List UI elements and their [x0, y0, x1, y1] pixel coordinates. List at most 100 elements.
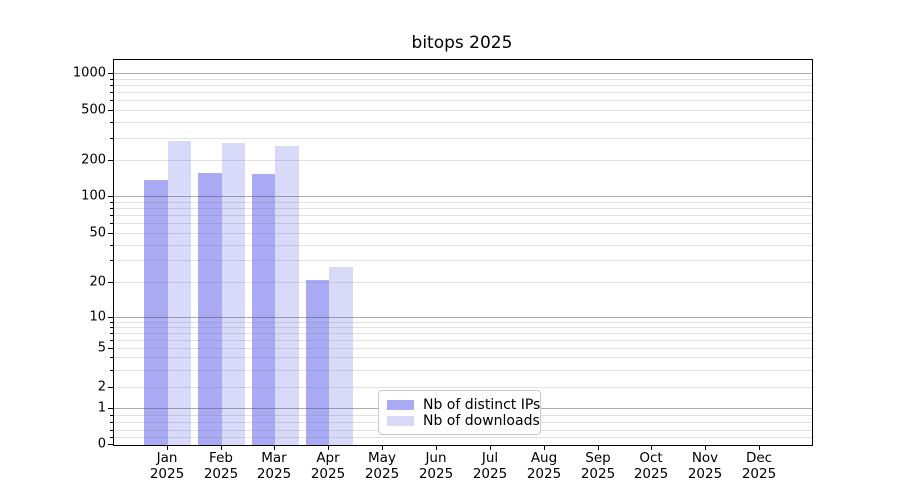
bar-distinct-ips-jan — [144, 180, 168, 445]
x-tick-label-may: May 2025 — [364, 450, 400, 482]
y-minor-tick-mark — [110, 327, 113, 328]
y-tick-label-0: 0 — [97, 436, 106, 452]
gridline-200 — [114, 160, 812, 161]
y-minor-tick-mark — [110, 282, 113, 283]
x-tick-mark-feb — [221, 445, 222, 450]
gridline-7 — [114, 333, 812, 334]
y-minor-tick-mark — [110, 223, 113, 224]
gridline-40 — [114, 245, 812, 246]
x-tick-mark-apr — [328, 445, 329, 450]
y-minor-tick-mark — [110, 348, 113, 349]
y-tick-mark — [108, 317, 113, 318]
y-minor-tick-mark — [110, 215, 113, 216]
y-minor-tick-mark — [110, 387, 113, 388]
y-minor-tick-mark — [110, 370, 113, 371]
gridline-5 — [114, 348, 812, 349]
y-minor-tick-mark — [110, 422, 113, 423]
y-tick-label-1000: 1000 — [72, 65, 106, 81]
y-minor-tick-mark — [110, 260, 113, 261]
y-minor-tick-mark — [110, 233, 113, 234]
plot-area — [113, 59, 813, 446]
bar-distinct-ips-feb — [198, 173, 222, 445]
gridline-100 — [114, 196, 812, 197]
gridline-0.2 — [114, 437, 812, 438]
y-minor-tick-mark — [110, 333, 113, 334]
gridline-600 — [114, 100, 812, 101]
y-minor-tick-mark — [110, 245, 113, 246]
y-minor-tick-mark — [110, 92, 113, 93]
x-tick-label-dec: Dec 2025 — [741, 450, 777, 482]
x-tick-label-jun: Jun 2025 — [418, 450, 454, 482]
gridline-800 — [114, 85, 812, 86]
chart-title: bitops 2025 — [411, 33, 513, 53]
legend-label: Nb of downloads — [423, 412, 540, 429]
y-tick-label-5: 5 — [97, 340, 106, 356]
y-minor-tick-mark — [110, 79, 113, 80]
x-tick-mark-sep — [598, 445, 599, 450]
y-tick-label-2: 2 — [97, 379, 106, 395]
legend: Nb of distinct IPs Nb of downloads — [378, 390, 541, 435]
x-tick-label-oct: Oct 2025 — [633, 450, 669, 482]
x-tick-label-nov: Nov 2025 — [687, 450, 723, 482]
x-tick-mark-may — [382, 445, 383, 450]
gridline-6 — [114, 340, 812, 341]
y-tick-label-100: 100 — [81, 188, 106, 204]
y-tick-label-500: 500 — [81, 102, 106, 118]
y-minor-tick-mark — [110, 160, 113, 161]
bar-distinct-ips-mar — [251, 174, 276, 445]
gridline-2 — [114, 387, 812, 388]
y-minor-tick-mark — [110, 122, 113, 123]
y-minor-tick-mark — [110, 357, 113, 358]
x-tick-mark-jul — [490, 445, 491, 450]
gridline-60 — [114, 223, 812, 224]
y-minor-tick-mark — [110, 208, 113, 209]
x-tick-label-jan: Jan 2025 — [149, 450, 185, 482]
x-tick-label-mar: Mar 2025 — [256, 450, 292, 482]
gridline-1000 — [114, 73, 812, 74]
y-tick-label-200: 200 — [81, 152, 106, 168]
y-tick-mark — [108, 196, 113, 197]
y-minor-tick-mark — [110, 430, 113, 431]
gridline-3 — [114, 370, 812, 371]
gridline-400 — [114, 122, 812, 123]
y-tick-mark — [108, 408, 113, 409]
gridline-8 — [114, 327, 812, 328]
x-tick-label-apr: Apr 2025 — [310, 450, 346, 482]
gridline-80 — [114, 208, 812, 209]
y-minor-tick-mark — [110, 415, 113, 416]
y-tick-label-50: 50 — [89, 225, 106, 241]
y-minor-tick-mark — [110, 437, 113, 438]
bar-downloads-jan — [167, 141, 192, 445]
y-tick-label-20: 20 — [89, 274, 106, 290]
gridline-300 — [114, 138, 812, 139]
y-tick-mark — [108, 73, 113, 74]
legend-swatch — [387, 399, 414, 410]
gridline-9 — [114, 322, 812, 323]
y-minor-tick-mark — [110, 322, 113, 323]
x-tick-label-aug: Aug 2025 — [526, 450, 562, 482]
x-tick-mark-dec — [759, 445, 760, 450]
gridline-4 — [114, 357, 812, 358]
legend-swatch — [387, 415, 414, 426]
x-tick-mark-nov — [705, 445, 706, 450]
x-tick-label-sep: Sep 2025 — [580, 450, 616, 482]
gridline-70 — [114, 215, 812, 216]
bar-downloads-mar — [275, 146, 299, 445]
y-minor-tick-mark — [110, 202, 113, 203]
y-minor-tick-mark — [110, 138, 113, 139]
y-minor-tick-mark — [110, 85, 113, 86]
x-tick-mark-jun — [436, 445, 437, 450]
x-tick-mark-mar — [274, 445, 275, 450]
y-tick-label-10: 10 — [89, 309, 106, 325]
legend-item-downloads: Nb of downloads — [387, 413, 540, 429]
y-minor-tick-mark — [110, 110, 113, 111]
x-tick-mark-jan — [167, 445, 168, 450]
gridline-500 — [114, 110, 812, 111]
y-minor-tick-mark — [110, 100, 113, 101]
x-tick-label-feb: Feb 2025 — [203, 450, 239, 482]
gridline-700 — [114, 92, 812, 93]
legend-item-distinct-ips: Nb of distinct IPs — [387, 397, 540, 413]
x-tick-mark-aug — [544, 445, 545, 450]
y-minor-tick-mark — [110, 340, 113, 341]
